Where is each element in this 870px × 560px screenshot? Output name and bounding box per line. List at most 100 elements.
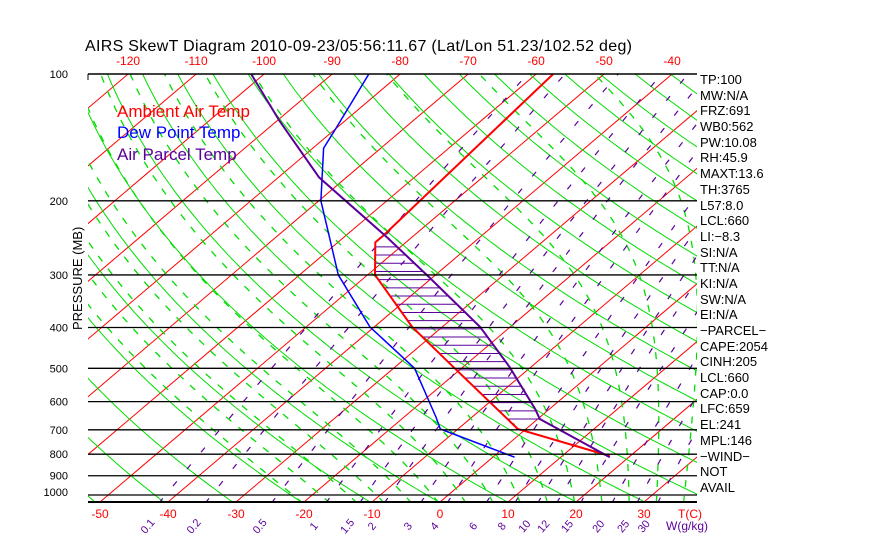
stat-item: CAPE:2054: [700, 338, 768, 354]
bottom-temp-tick-label: 10: [501, 507, 515, 521]
mixing-ratio-line: [384, 86, 697, 502]
dry-adiabat-line: [247, 74, 697, 432]
mixing-ratio-tick-label: 0.1: [139, 517, 158, 536]
isotherm-line: [88, 74, 197, 167]
dew-point-temp-line: [320, 74, 515, 458]
top-temp-tick-label: -50: [595, 54, 613, 68]
pressure-lines: [87, 73, 697, 503]
mixing-ratio-tick-label: 6: [467, 520, 480, 532]
top-temp-tick-label: -80: [391, 54, 409, 68]
bottom-temp-tick-label: -30: [227, 507, 245, 521]
dry-adiabat-line: [458, 74, 697, 257]
pressure-tick-label: 900: [50, 471, 68, 483]
moist-adiabat-line: [88, 159, 412, 502]
dry-adiabat-line: [88, 317, 303, 502]
pressure-tick-label: 600: [50, 397, 68, 409]
legend-ambient-air-temp: Ambient Air Temp: [117, 102, 250, 121]
dry-adiabat-line: [0, 65, 27, 503]
bottom-temp-tick-label: 30: [637, 507, 651, 521]
stat-item: MAXT:13.6: [700, 166, 764, 182]
legend-dew-point-temp: Dew Point Temp: [117, 123, 240, 142]
isotherm-line: [88, 74, 333, 282]
mixing-ratio-tick-label: 0.5: [251, 517, 270, 536]
mixing-ratio-unit-label: W(g/kg): [666, 519, 708, 533]
moist-adiabat-line: [593, 74, 697, 502]
stat-item: LCL:660: [700, 213, 750, 229]
temp-axis-unit-label: T(C): [678, 507, 702, 521]
stat-item: CAP:0.0: [700, 385, 749, 401]
isotherm-line: [0, 65, 3, 503]
stat-item: SI:N/A: [700, 244, 738, 260]
top-temp-tick-label: -120: [116, 54, 140, 68]
dry-adiabat-line: [142, 74, 647, 502]
dry-adiabat-line: [88, 254, 371, 502]
moist-adiabat-line: [478, 74, 660, 502]
moist-adiabat-line: [99, 74, 467, 502]
stat-item: FRZ:691: [700, 103, 751, 119]
moist-adiabat-line: [88, 202, 385, 502]
mixing-ratio-tick-label: 1.5: [338, 517, 357, 536]
stat-item: AVAIL: [700, 479, 735, 495]
stat-item: L57:8.0: [700, 197, 744, 213]
moist-adiabat-line: [88, 240, 357, 502]
moist-adiabat-line: [88, 106, 439, 502]
bottom-temp-tick-label: -40: [159, 507, 177, 521]
mixing-ratio-line: [420, 122, 697, 502]
pressure-tick-label: 700: [50, 425, 68, 437]
dry-adiabat-line: [317, 74, 697, 372]
pressure-tick-label: 100: [50, 69, 68, 81]
dry-adiabat-line: [212, 74, 697, 463]
dry-adiabat-line: [88, 377, 234, 502]
dry-adiabat-line: [88, 186, 440, 502]
isotherm-line: [88, 74, 469, 398]
bottom-temp-tick-label: 20: [569, 507, 583, 521]
stat-item: LFC:659: [700, 401, 750, 417]
top-temp-tick-label: -70: [459, 54, 477, 68]
stats-panel: TP:100 MW:N/A FRZ:691 WB0:562 PW:10.08 RH:45.…: [700, 72, 870, 496]
dry-adiabat-line: [106, 74, 578, 502]
stat-item: SW:N/A: [700, 291, 746, 307]
moist-adiabat-line: [385, 74, 630, 502]
moist-adiabat-line: [129, 74, 494, 502]
moist-adiabat-line: [204, 74, 548, 502]
isotherm-line: [88, 74, 401, 340]
pressure-tick-label: 1000: [44, 487, 68, 499]
dry-adiabat-line: [282, 74, 697, 402]
bottom-temp-tick-label: -50: [91, 507, 109, 521]
isotherm-line: [167, 74, 673, 502]
pressure-tick-label: 300: [50, 270, 68, 282]
mixing-ratio-line: [271, 74, 619, 502]
air-parcel-temp-line: [250, 74, 611, 459]
mixing-ratio-tick-label: 1: [308, 520, 321, 532]
bottom-temp-tick-label: -10: [363, 507, 381, 521]
mixing-ratio-tick-label: 12: [535, 518, 552, 535]
dry-adiabat-line: [388, 74, 697, 314]
mixing-ratio-line: [359, 74, 689, 502]
stat-item: TP:100: [700, 72, 742, 87]
mixing-ratio-tick-label: 8: [496, 520, 509, 532]
isotherm-line: [0, 65, 71, 503]
bottom-temp-tick-label: 0: [437, 507, 444, 521]
dry-adiabat-line: [423, 74, 697, 285]
top-temp-tick-label: -100: [252, 54, 276, 68]
isotherm-line: [88, 74, 265, 225]
mixing-ratio-tick-label: 3: [402, 520, 415, 532]
mixing-ratio-line: [205, 74, 566, 502]
top-temp-tick-label: -60: [527, 54, 545, 68]
stat-item: −WIND−: [700, 448, 750, 464]
top-temp-tick-label: -40: [663, 54, 681, 68]
mixing-ratio-tick-label: 0.2: [185, 517, 204, 536]
legend: Ambient Air Temp Dew Point Temp Air Parc…: [117, 102, 250, 164]
pressure-tick-label: 400: [50, 323, 68, 335]
stat-item: −PARCEL−: [700, 323, 767, 338]
top-temp-tick-label: -90: [323, 54, 341, 68]
stat-item: TH:3765: [700, 181, 750, 197]
moist-adiabat-line: [252, 74, 576, 502]
cape-hatching: [375, 246, 540, 420]
top-temp-tick-label: -110: [185, 54, 208, 68]
chart-title: AIRS SkewT Diagram 2010-09-23/05:56:11.6…: [85, 38, 632, 55]
mixing-ratio-line: [447, 150, 697, 502]
mixing-ratio-line: [514, 227, 697, 502]
profile-series: [250, 74, 611, 459]
